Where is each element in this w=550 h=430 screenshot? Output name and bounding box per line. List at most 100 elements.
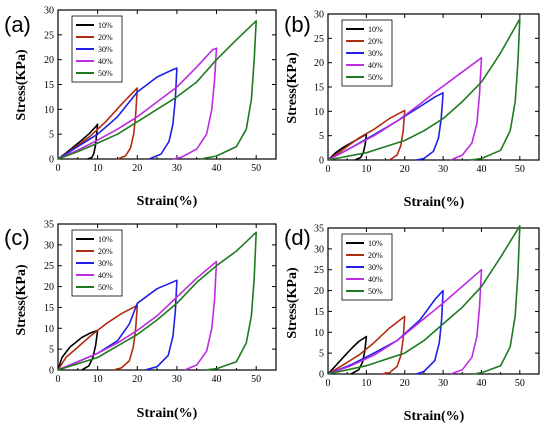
y-tick-label: 15 bbox=[314, 83, 324, 94]
x-tick-label: 0 bbox=[326, 378, 331, 389]
panels-container: (a)0 10 20 30 40 50051015202530Strain(%)Stres… bbox=[4, 6, 540, 424]
x-tick-label: 10 bbox=[361, 378, 371, 389]
x-axis-title: Strain(%) bbox=[404, 195, 465, 210]
x-tick-label: 30 bbox=[438, 378, 448, 389]
series-20pct-curve bbox=[57, 87, 139, 160]
y-tick-label: 10 bbox=[44, 324, 54, 335]
series-40pct-curve bbox=[57, 47, 218, 160]
legend-label: 10% bbox=[98, 21, 113, 30]
panel-label: (b) bbox=[284, 12, 311, 37]
legend-label: 20% bbox=[98, 247, 113, 256]
series-40pct-curve bbox=[57, 260, 218, 371]
y-tick-label: 20 bbox=[314, 58, 324, 69]
x-tick-label: 20 bbox=[400, 378, 410, 389]
x-tick-label: 10 bbox=[93, 163, 103, 174]
legend-label: 30% bbox=[98, 45, 113, 54]
x-tick-label: 50 bbox=[251, 374, 261, 385]
x-tick-label: 50 bbox=[515, 378, 525, 389]
y-tick-label: 25 bbox=[44, 261, 54, 272]
y-tick-label: 30 bbox=[44, 240, 54, 251]
panel-d: (d) 0 10 20 30 40 50 0 5 10 15 20 25 30 35 Strain(%) Str… bbox=[284, 224, 540, 424]
y-tick-label: 35 bbox=[44, 220, 54, 231]
y-tick-label: 20 bbox=[44, 55, 54, 66]
legend-label: 50% bbox=[368, 287, 383, 296]
y-tick-label: 10 bbox=[314, 328, 324, 339]
x-tick-label: 30 bbox=[172, 163, 182, 174]
x-tick-label: 50 bbox=[251, 163, 261, 174]
panel-label: (a) bbox=[4, 12, 31, 37]
legend-label: 10% bbox=[98, 235, 113, 244]
y-tick-label: 30 bbox=[314, 244, 324, 255]
y-axis-title: Stress(KPa) bbox=[14, 49, 29, 121]
y-tick-label: 25 bbox=[44, 30, 54, 41]
legend-label: 50% bbox=[368, 73, 383, 82]
x-tick-label: 0 bbox=[56, 163, 61, 174]
y-tick-label: 0 bbox=[319, 370, 324, 381]
series-50pct-curve bbox=[327, 18, 521, 161]
plot-frame bbox=[327, 227, 540, 375]
y-tick-label: 5 bbox=[319, 349, 324, 360]
panel-label: (d) bbox=[284, 225, 311, 250]
x-tick-label: 40 bbox=[212, 163, 222, 174]
y-tick-label: 10 bbox=[314, 107, 324, 118]
y-tick-label: 15 bbox=[44, 80, 54, 91]
legend-label: 40% bbox=[368, 275, 383, 284]
legend-label: 30% bbox=[98, 259, 113, 268]
legend-label: 40% bbox=[98, 57, 113, 66]
series-50pct-curve bbox=[57, 231, 257, 371]
x-tick-label: 10 bbox=[361, 164, 371, 175]
y-tick-label: 15 bbox=[44, 303, 54, 314]
series-50pct-curve bbox=[57, 20, 257, 160]
y-axis-title: Stress(KPa) bbox=[285, 52, 300, 124]
series-40pct-curve bbox=[327, 268, 483, 375]
series-30pct-curve bbox=[327, 289, 444, 375]
panel-a: (a) 0 10 20 30 40 50 0 5 10 15 20 25 30 Strain(%) Stres… bbox=[4, 6, 277, 209]
x-axis-title: Strain(%) bbox=[137, 406, 198, 421]
legend-label: 40% bbox=[368, 61, 383, 70]
y-tick-label: 0 bbox=[49, 155, 54, 166]
x-axis-title: Strain(%) bbox=[404, 409, 465, 424]
y-tick-label: 30 bbox=[44, 6, 54, 17]
y-tick-label: 10 bbox=[44, 105, 54, 116]
legend-label: 20% bbox=[98, 33, 113, 42]
panel-c: (c) 0 10 20 30 40 50 0 5 10 15 20 25 30 35 Strain(%) Str… bbox=[4, 220, 277, 421]
y-tick-label: 20 bbox=[314, 286, 324, 297]
y-tick-label: 5 bbox=[49, 345, 54, 356]
series-10pct-curve bbox=[57, 329, 99, 371]
y-tick-label: 30 bbox=[314, 10, 324, 21]
y-axis-title: Stress(KPa) bbox=[285, 267, 300, 339]
y-tick-label: 25 bbox=[314, 265, 324, 276]
legend-label: 30% bbox=[368, 49, 383, 58]
legend-label: 30% bbox=[368, 263, 383, 272]
y-tick-label: 25 bbox=[314, 34, 324, 45]
y-tick-label: 5 bbox=[319, 131, 324, 142]
x-tick-label: 20 bbox=[400, 164, 410, 175]
x-tick-label: 40 bbox=[476, 378, 486, 389]
legend-label: 10% bbox=[368, 25, 383, 34]
x-tick-label: 20 bbox=[132, 374, 142, 385]
x-tick-label: 30 bbox=[438, 164, 448, 175]
legend-label: 50% bbox=[98, 283, 113, 292]
y-tick-label: 15 bbox=[314, 307, 324, 318]
legend-label: 50% bbox=[98, 69, 113, 78]
x-tick-label: 40 bbox=[212, 374, 222, 385]
legend-label: 20% bbox=[368, 37, 383, 46]
series-40pct-curve bbox=[327, 57, 483, 161]
panel-label: (c) bbox=[4, 225, 30, 250]
legend-label: 20% bbox=[368, 251, 383, 260]
series-10pct-curve bbox=[57, 123, 99, 160]
y-tick-label: 5 bbox=[49, 130, 54, 141]
y-tick-label: 20 bbox=[44, 282, 54, 293]
x-axis-title: Strain(%) bbox=[137, 194, 198, 209]
x-tick-label: 20 bbox=[132, 163, 142, 174]
x-tick-label: 10 bbox=[93, 374, 103, 385]
y-tick-label: 35 bbox=[314, 224, 324, 235]
x-tick-label: 50 bbox=[515, 164, 525, 175]
x-tick-label: 30 bbox=[172, 374, 182, 385]
x-tick-label: 40 bbox=[476, 164, 486, 175]
series-30pct-curve bbox=[57, 67, 178, 160]
series-20pct-curve bbox=[327, 109, 406, 161]
legend-label: 40% bbox=[98, 271, 113, 280]
series-50pct-curve bbox=[327, 225, 521, 375]
